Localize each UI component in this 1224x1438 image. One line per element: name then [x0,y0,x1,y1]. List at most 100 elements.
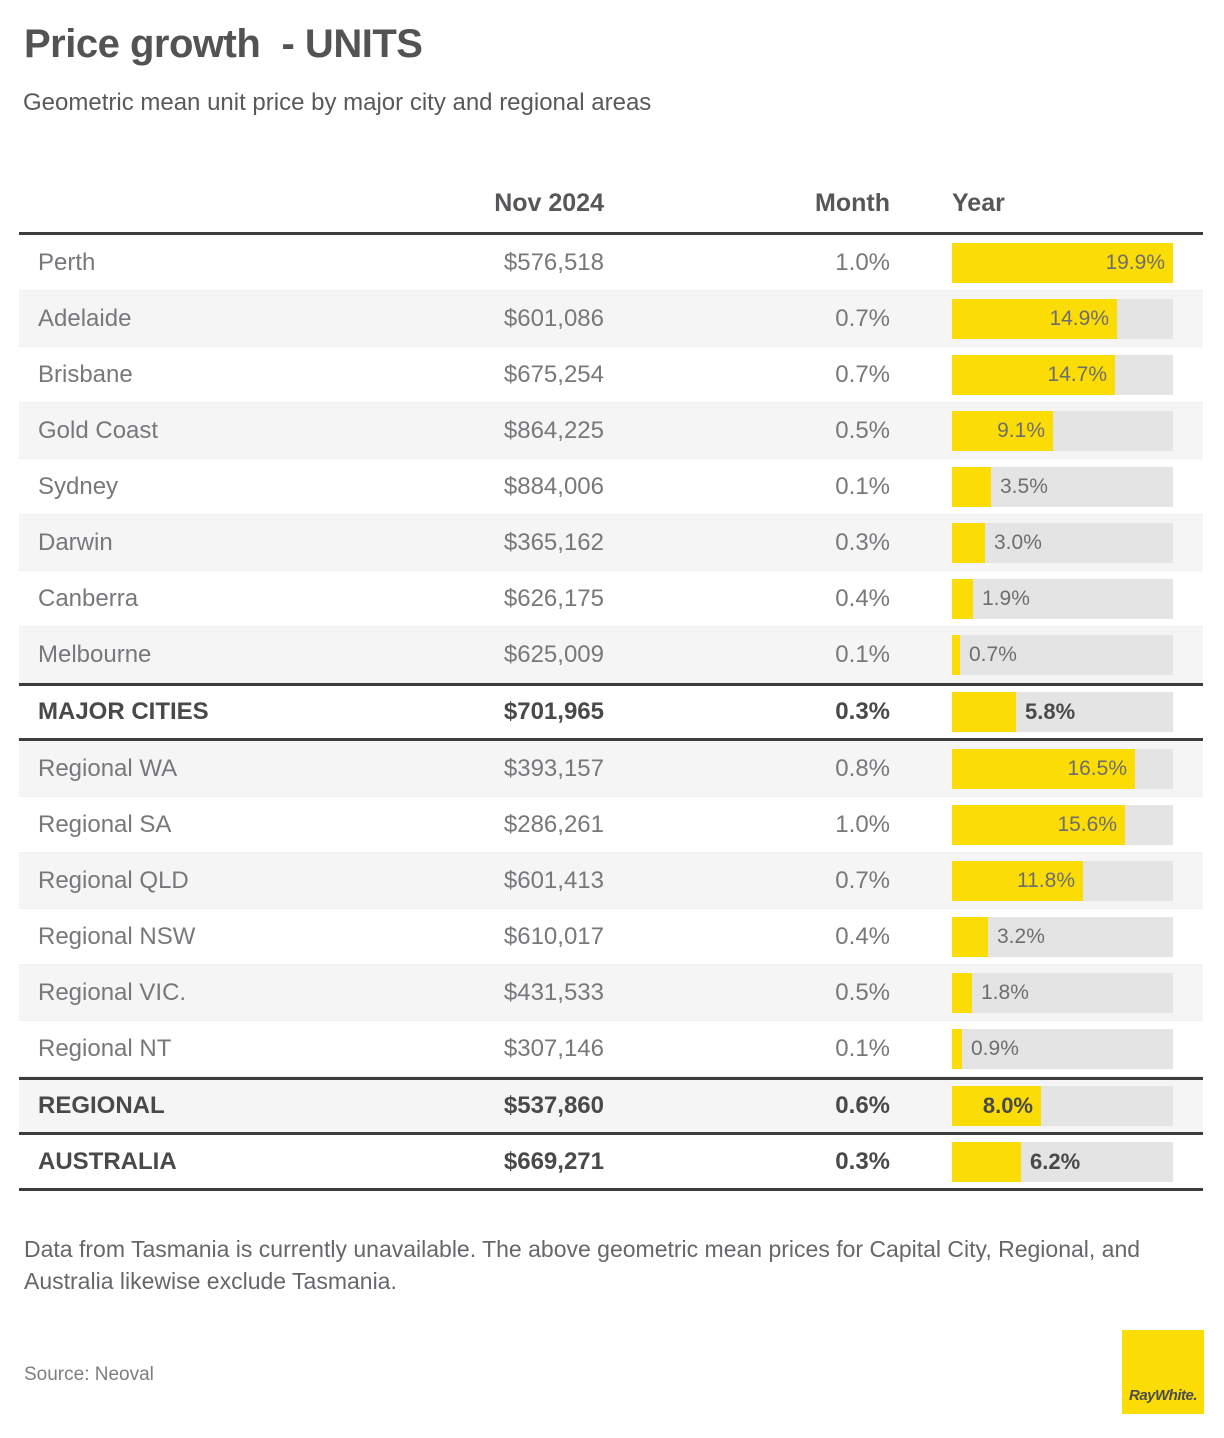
row-year-cell: 0.9% [890,1028,1203,1069]
row-price: $864,225 [503,416,604,444]
year-bar-track: 11.8% [952,860,1173,901]
year-bar-fill: 19.9% [952,242,1173,283]
row-label: Sydney [38,472,119,500]
row-label: Regional NSW [38,922,196,950]
row-price: $393,157 [503,754,604,782]
year-bar-fill: 15.6% [952,804,1125,845]
row-year-cell: 19.9% [890,242,1203,283]
table-row: Brisbane $675,254 0.7% 14.7% [19,347,1203,403]
column-header-price: Nov 2024 [494,189,604,217]
year-bar-label: 5.8% [1025,699,1076,724]
row-price: $610,017 [503,922,604,950]
row-price: $601,413 [503,866,604,894]
row-price: $286,261 [503,810,604,838]
row-label: Canberra [38,584,139,612]
table-row: Regional VIC. $431,533 0.5% 1.8% [19,965,1203,1021]
year-bar-track: 9.1% [952,410,1173,451]
row-year-cell: 11.8% [890,860,1203,901]
table-row: Melbourne $625,009 0.1% 0.7% [19,627,1203,683]
year-bar-label: 19.9% [1105,250,1165,274]
row-year-cell: 3.0% [890,522,1203,563]
year-bar-fill [952,1141,1021,1182]
year-bar-label: 1.9% [982,586,1030,610]
year-bar-label: 14.7% [1047,362,1107,386]
table-header-row: Nov 2024 Month Year [19,175,1203,235]
table-row: Darwin $365,162 0.3% 3.0% [19,515,1203,571]
year-bar-fill: 14.7% [952,354,1115,395]
row-label: REGIONAL [38,1092,165,1119]
year-bar-track: 6.2% [952,1141,1173,1182]
table-row: Regional SA $286,261 1.0% 15.6% [19,797,1203,853]
year-bar-label: 8.0% [982,1093,1033,1118]
year-bar-fill [952,916,988,957]
row-month-change: 0.1% [835,472,890,500]
raywhite-logo: RayWhite. [1122,1330,1204,1414]
row-month-change: 0.8% [835,754,890,782]
table-row: Sydney $884,006 0.1% 3.5% [19,459,1203,515]
source-text: Source: Neoval [24,1364,154,1385]
row-month-change: 0.6% [835,1092,890,1119]
year-bar-fill: 14.9% [952,298,1117,339]
row-month-change: 0.4% [835,584,890,612]
year-bar-track: 14.7% [952,354,1173,395]
row-price: $669,271 [503,1147,604,1175]
row-label: Melbourne [38,640,152,668]
raywhite-logo-text: RayWhite. [1128,1387,1198,1404]
row-label: Brisbane [38,360,133,388]
year-bar-track: 14.9% [952,298,1173,339]
year-bar-track: 3.0% [952,522,1173,563]
row-price: $884,006 [503,472,604,500]
year-bar-track: 1.8% [952,972,1173,1013]
year-bar-track: 1.9% [952,578,1173,619]
row-year-cell: 15.6% [890,804,1203,845]
year-bar-label: 6.2% [1030,1148,1081,1174]
row-month-change: 0.3% [835,1147,890,1175]
row-price: $701,965 [503,698,604,725]
year-bar-label: 0.7% [969,642,1017,666]
year-bar-track: 0.7% [952,634,1173,675]
year-bar-fill [952,578,973,619]
row-month-change: 0.1% [835,1034,890,1062]
table-body: Perth $576,518 1.0% 19.9% Adelaide $601,086 0.… [19,235,1203,1191]
row-month-change: 0.7% [835,304,890,332]
row-price: $431,533 [503,978,604,1006]
row-month-change: 1.0% [835,810,890,838]
row-price: $626,175 [503,584,604,612]
year-bar-fill [952,1028,962,1069]
footnote-text: Data from Tasmania is currently unavaila… [24,1236,1141,1294]
row-year-cell: 6.2% [890,1141,1203,1182]
row-label: Perth [38,248,96,276]
row-price: $365,162 [503,528,604,556]
page-title: Price growth - UNITS [24,22,423,66]
table-row: Regional NT $307,146 0.1% 0.9% [19,1021,1203,1077]
row-price: $601,086 [503,304,604,332]
year-bar-track: 15.6% [952,804,1173,845]
row-month-change: 0.5% [835,978,890,1006]
row-price: $576,518 [503,248,604,276]
row-price: $307,146 [503,1034,604,1062]
row-year-cell: 3.2% [890,916,1203,957]
row-price: $675,254 [503,360,604,388]
year-bar-fill: 11.8% [952,860,1083,901]
row-month-change: 0.1% [835,640,890,668]
table-row: Regional WA $393,157 0.8% 16.5% [19,741,1203,797]
row-year-cell: 14.7% [890,354,1203,395]
row-month-change: 0.4% [835,922,890,950]
row-label: Regional VIC. [38,978,187,1006]
table-row: Gold Coast $864,225 0.5% 9.1% [19,403,1203,459]
table-row: REGIONAL $537,860 0.6% 8.0% [19,1077,1203,1135]
year-bar-fill [952,466,991,507]
year-bar-track: 3.2% [952,916,1173,957]
year-bar-label: 15.6% [1057,812,1117,836]
year-bar-fill [952,522,985,563]
year-bar-track: 19.9% [952,242,1173,283]
year-bar-track: 3.5% [952,466,1173,507]
column-header-year: Year [952,189,1005,217]
price-growth-table: Nov 2024 Month Year Perth $576,518 1.0% 19.… [19,175,1203,1191]
table-row: Regional NSW $610,017 0.4% 3.2% [19,909,1203,965]
row-month-change: 0.3% [835,698,890,725]
row-label: Adelaide [38,304,132,332]
row-month-change: 0.7% [835,866,890,894]
table-row: Adelaide $601,086 0.7% 14.9% [19,291,1203,347]
table-row: Perth $576,518 1.0% 19.9% [19,235,1203,291]
